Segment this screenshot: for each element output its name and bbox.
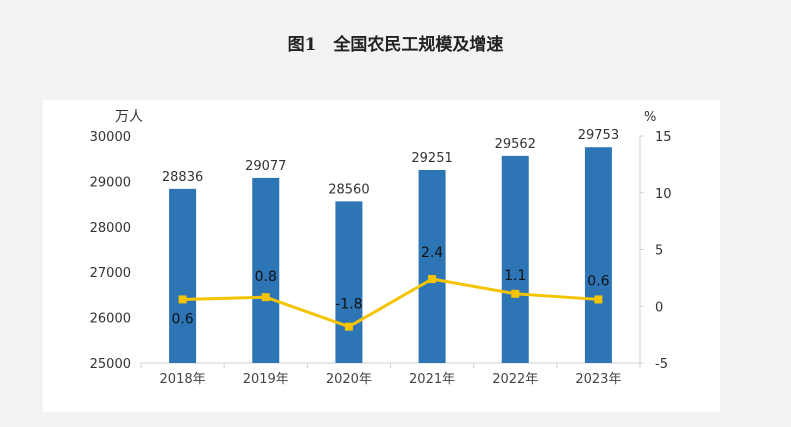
bar [335, 201, 363, 363]
bar-value-label: 28560 [328, 182, 369, 197]
growth-rate-marker [178, 295, 187, 304]
left-y-tick-label: 26000 [90, 312, 131, 327]
line-value-label: -1.8 [335, 297, 362, 313]
right-y-axis-label: % [644, 110, 656, 125]
left-y-tick-label: 25000 [90, 357, 131, 372]
bar-value-label: 29251 [411, 151, 452, 166]
growth-rate-marker [261, 293, 270, 302]
growth-rate-marker [511, 289, 520, 298]
growth-rate-marker [344, 322, 353, 331]
right-y-tick-label: -5 [655, 357, 668, 372]
bar-value-label: 29753 [578, 128, 619, 143]
bar-value-label: 29562 [495, 137, 536, 152]
bar [501, 155, 529, 363]
growth-rate-line [182, 277, 599, 329]
x-tick-label: 2023年 [575, 372, 621, 387]
line-value-label: 0.8 [255, 269, 277, 285]
left-y-tick-label: 28000 [90, 221, 131, 236]
line-value-label: 0.6 [171, 311, 193, 327]
bar [418, 170, 446, 363]
growth-rate-marker [594, 295, 603, 304]
line-value-label: 2.4 [421, 245, 443, 261]
right-y-tick-label: 5 [655, 244, 663, 259]
bar [252, 177, 280, 363]
left-y-axis-label: 万人 [115, 109, 143, 125]
bar [169, 188, 197, 363]
line-value-label: 0.6 [587, 273, 609, 289]
right-y-tick-label: 15 [655, 130, 672, 145]
x-tick-label: 2018年 [160, 372, 206, 387]
left-y-tick-label: 30000 [90, 130, 131, 145]
line-value-label: 1.1 [504, 268, 526, 284]
chart-title: 图1 全国农民工规模及增速 [287, 35, 504, 55]
x-tick-label: 2022年 [492, 372, 538, 387]
right-y-tick-label: 10 [655, 187, 672, 202]
left-y-tick-label: 27000 [90, 266, 131, 281]
growth-rate-marker [428, 275, 437, 284]
x-tick-label: 2019年 [243, 372, 289, 387]
x-tick-label: 2021年 [409, 372, 455, 387]
left-y-tick-label: 29000 [90, 175, 131, 190]
right-y-tick-label: 0 [655, 300, 663, 315]
x-tick-label: 2020年 [326, 372, 372, 387]
bar [584, 147, 612, 363]
bar-value-label: 29077 [245, 159, 286, 174]
bar-value-label: 28836 [162, 170, 203, 185]
